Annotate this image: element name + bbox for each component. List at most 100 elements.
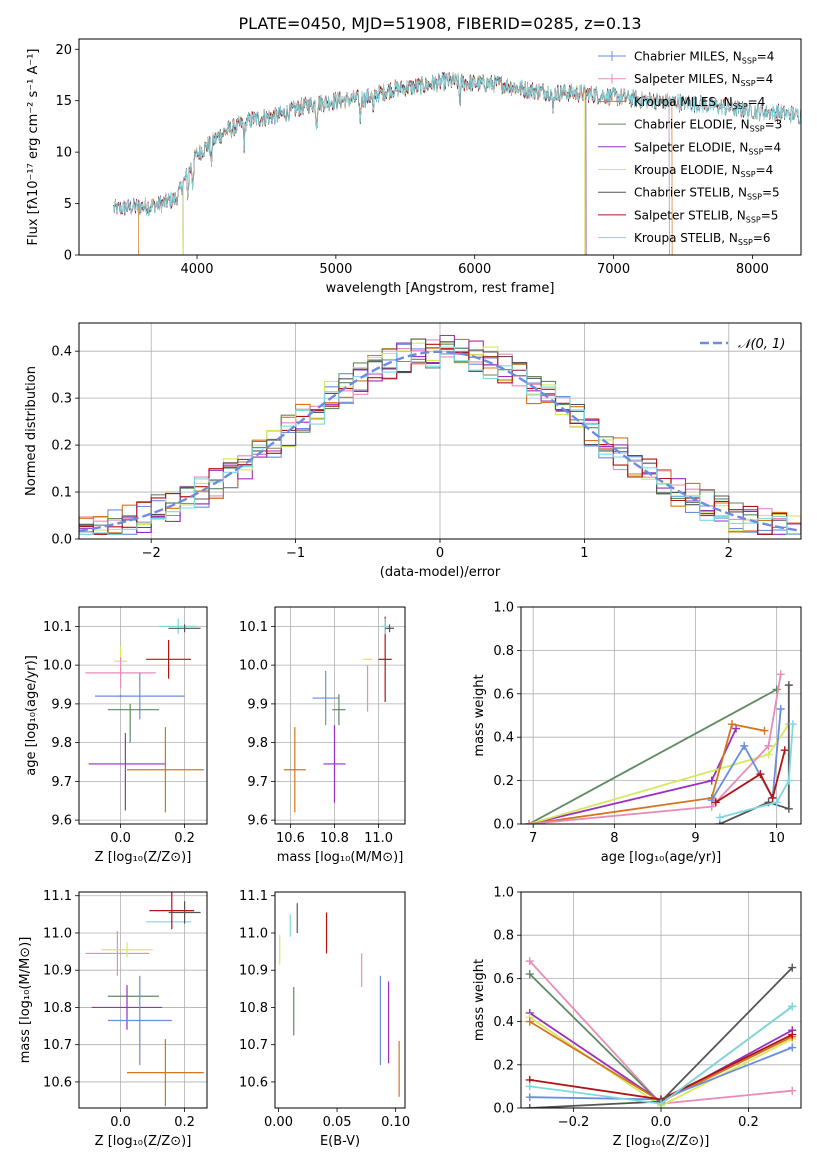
- axes-Z-weight: −0.2 0.0 0.2 0.0 0.2 0.4 0.6 0.8 1.0 Z [log₁₀(Z/Z…: [472, 886, 802, 1149]
- y-tick-label: 0.3: [51, 392, 72, 407]
- y-tick-label: 0.1: [51, 486, 72, 501]
- legend-label: Chabrier STELIB, NSSP=5: [634, 186, 780, 202]
- axes-frame: [78, 38, 802, 256]
- legend-label: Kroupa STELIB, NSSP=6: [634, 231, 771, 247]
- weight-marker: [525, 820, 534, 824]
- x-axis-label: mass [log₁₀(M/M⊙)]: [277, 850, 404, 865]
- weight-marker: [784, 804, 793, 813]
- x-tick-label: 10: [768, 831, 785, 846]
- y-tick-label: 10.8: [239, 1001, 268, 1016]
- y-axis-label: mass [log₁₀(M/M⊙)]: [18, 937, 33, 1064]
- weight-line: [529, 674, 782, 824]
- weight-marker: [776, 670, 785, 679]
- x-tick-label: −1: [286, 546, 305, 561]
- weight-marker: [715, 813, 724, 822]
- weight-marker: [776, 704, 785, 713]
- histogram-step: [79, 346, 801, 535]
- plot-area-Z-age: [85, 618, 204, 813]
- y-tick-label: 0.8: [493, 929, 514, 944]
- weight-marker: [525, 957, 534, 966]
- x-tick-label: 4000: [180, 262, 213, 277]
- plot-area-mass-age: [283, 616, 394, 813]
- x-tick-label: 10.8: [320, 831, 349, 846]
- axes-Z-age: 0.0 0.2 9.6 9.7 9.8 9.9 10.0 10.1 Z [log₁₀(Z/Z⊙)…: [24, 606, 208, 865]
- weight-marker: [788, 720, 797, 729]
- weight-marker: [788, 1030, 797, 1039]
- weight-marker: [707, 796, 716, 805]
- y-tick-label: 9.7: [247, 775, 268, 790]
- y-tick-label: 0.0: [51, 533, 72, 548]
- legend-label: Salpeter ELODIE, NSSP=4: [634, 140, 781, 156]
- x-tick-label: 1: [580, 546, 588, 561]
- spectrum-line: [113, 72, 801, 217]
- y-tick-label: 9.6: [247, 814, 268, 829]
- axes-frame: [520, 606, 802, 825]
- y-tick-label: 0.0: [493, 1102, 514, 1117]
- weight-line: [710, 708, 782, 802]
- x-tick-label: 5000: [319, 262, 352, 277]
- y-tick-label: 1.0: [493, 886, 514, 901]
- weight-marker: [772, 685, 781, 694]
- y-tick-label: 10.6: [43, 1075, 72, 1090]
- x-tick-label: 8: [610, 831, 618, 846]
- weight-line: [719, 685, 790, 824]
- axes-spectrum: 4000 5000 6000 7000 8000 0 5 10 15 20 wavelength […: [26, 38, 802, 296]
- x-tick-label: −2: [142, 546, 161, 561]
- x-tick-label: 7000: [597, 262, 630, 277]
- weight-marker: [707, 776, 716, 785]
- y-tick-label: 9.8: [247, 736, 268, 751]
- plot-area-residuals: [79, 334, 801, 535]
- x-tick-label: 0.2: [738, 1115, 759, 1130]
- y-axis-label: mass weight: [472, 674, 487, 756]
- legend-label: Kroupa MILES, NSSP=4: [634, 95, 765, 111]
- y-tick-label: 0: [64, 249, 72, 264]
- weight-line: [715, 749, 786, 804]
- weight-marker: [788, 963, 797, 972]
- x-tick-label: 8000: [736, 262, 769, 277]
- x-axis-label: (data-model)/error: [380, 565, 501, 580]
- y-tick-label: 20: [55, 43, 72, 58]
- x-tick-label: 0.2: [174, 1115, 195, 1130]
- weight-marker: [525, 1093, 534, 1102]
- x-axis-label: age [log₁₀(age/yr)]: [601, 850, 722, 865]
- y-tick-label: 0.6: [493, 972, 514, 987]
- y-tick-label: 0.4: [493, 1015, 514, 1030]
- weight-marker: [525, 1017, 534, 1026]
- y-tick-label: 9.9: [247, 697, 268, 712]
- y-axis-label: age [log₁₀(age/yr)]: [24, 655, 39, 776]
- x-tick-label: 0.0: [110, 831, 131, 846]
- plot-area-spectrum: [113, 71, 801, 255]
- y-tick-label: 9.8: [51, 736, 72, 751]
- legend-label: Kroupa ELODIE, NSSP=4: [634, 163, 773, 179]
- y-tick-label: 0.4: [51, 345, 72, 360]
- weight-marker: [760, 726, 769, 735]
- axes-frame: [78, 322, 802, 540]
- x-axis-label: Z [log₁₀(Z/Z⊙)]: [613, 1134, 710, 1149]
- weight-marker: [788, 1086, 797, 1095]
- y-tick-label: 0.6: [493, 687, 514, 702]
- x-tick-label: 9: [691, 831, 699, 846]
- y-tick-label: 9.6: [51, 814, 72, 829]
- axes-frame: [78, 606, 208, 825]
- axes-Z-mass: 0.0 0.2 10.6 10.7 10.8 10.9 11.0 11.1 Z [log₁₀(Z…: [18, 889, 208, 1149]
- axes-mass-age: 10.6 10.8 11.0 9.6 9.7 9.8 9.9 10.0 10.1 mass [lo…: [239, 606, 406, 865]
- y-tick-label: 10.1: [43, 620, 72, 635]
- axes-frame: [78, 891, 208, 1109]
- y-tick-label: 0.2: [493, 1058, 514, 1073]
- x-tick-label: 7: [529, 831, 537, 846]
- y-tick-label: 0.4: [493, 731, 514, 746]
- x-tick-label: 6000: [458, 262, 491, 277]
- legend-label: Salpeter MILES, NSSP=4: [634, 72, 773, 88]
- weight-marker: [728, 720, 737, 729]
- x-tick-label: 10.6: [276, 831, 305, 846]
- legend-label: Chabrier MILES, NSSP=4: [634, 50, 774, 66]
- plot-area-ebv-mass: [279, 903, 400, 1097]
- y-tick-label: 10: [55, 146, 72, 161]
- x-tick-label: −0.2: [558, 1115, 590, 1130]
- weight-marker: [780, 746, 789, 755]
- legend-label: Chabrier ELODIE, NSSP=3: [634, 118, 782, 134]
- x-axis-label: Z [log₁₀(Z/Z⊙)]: [95, 850, 192, 865]
- y-tick-label: 10.1: [239, 620, 268, 635]
- x-tick-label: 2: [725, 546, 733, 561]
